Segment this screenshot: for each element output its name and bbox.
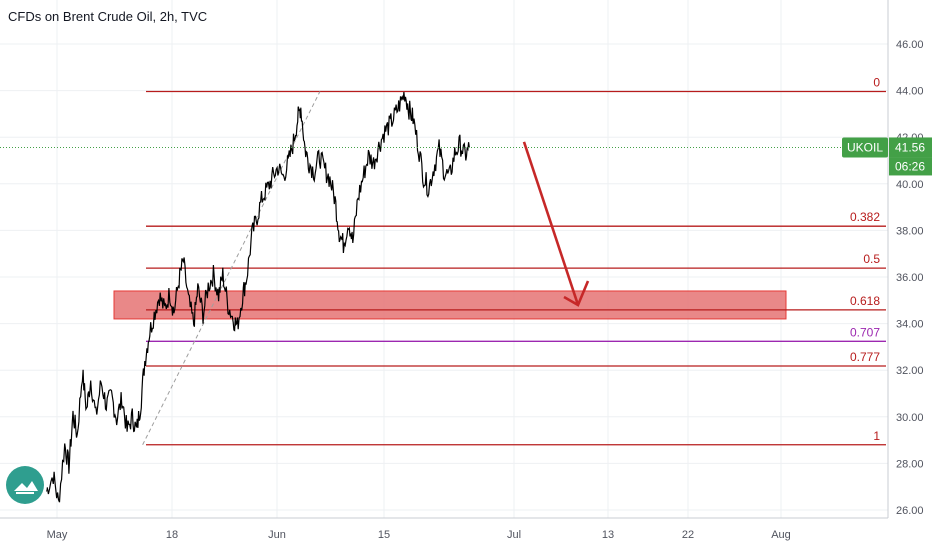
fib-level-label: 1 bbox=[873, 429, 880, 443]
support-zone-rect bbox=[113, 290, 787, 320]
last-price-bg bbox=[889, 137, 932, 158]
arrow-head bbox=[563, 280, 590, 307]
support-zone bbox=[113, 290, 787, 320]
time-tick-label: 22 bbox=[682, 529, 694, 541]
price-tick-label: 44.00 bbox=[896, 86, 924, 98]
price-tick-label: 36.00 bbox=[896, 272, 924, 284]
countdown-bg bbox=[889, 157, 932, 176]
price-tick-label: 26.00 bbox=[896, 505, 924, 517]
time-tick-label: 13 bbox=[602, 529, 614, 541]
price-line bbox=[45, 92, 470, 503]
price-tick-label: 46.00 bbox=[896, 39, 924, 51]
forecast-arrow-icon bbox=[522, 141, 590, 307]
time-tick-label: Jun bbox=[268, 529, 286, 541]
fib-level-label: 0.5 bbox=[863, 252, 880, 266]
symbol-label: UKOIL bbox=[847, 140, 883, 154]
time-axis[interactable]: May 18 Jun 15 Jul 13 22 Aug bbox=[0, 517, 888, 541]
fib-level-label: 0.777 bbox=[850, 350, 880, 364]
fib-level-label: 0 bbox=[873, 76, 880, 90]
price-tick-label: 34.00 bbox=[896, 319, 924, 331]
fib-level-label: 0.618 bbox=[850, 294, 880, 308]
time-tick-label: 15 bbox=[378, 529, 390, 541]
last-price-tag: UKOIL 41.56 06:26 bbox=[842, 137, 932, 176]
price-tick-label: 38.00 bbox=[896, 225, 924, 237]
fib-level-label: 0.382 bbox=[850, 210, 880, 224]
price-tick-label: 40.00 bbox=[896, 179, 924, 191]
price-axis[interactable]: 26.00 28.00 30.00 32.00 34.00 36.00 38.00 40.00… bbox=[887, 0, 924, 518]
fibonacci-levels: 0 0.382 0.5 0.618 0.707 0.777 1 bbox=[146, 76, 886, 446]
price-tick-label: 32.00 bbox=[896, 365, 924, 377]
price-series bbox=[0, 92, 888, 503]
last-price-label: 41.56 bbox=[895, 140, 925, 154]
price-tick-label: 30.00 bbox=[896, 412, 924, 424]
fib-level-label: 0.707 bbox=[850, 325, 880, 339]
time-tick-label: May bbox=[47, 529, 68, 541]
chart-title: CFDs on Brent Crude Oil, 2h, TVC bbox=[8, 9, 208, 24]
countdown-label: 06:26 bbox=[895, 159, 925, 173]
time-tick-label: Aug bbox=[771, 529, 791, 541]
symbol-tag-bg bbox=[842, 137, 888, 158]
chart-grid bbox=[0, 0, 888, 518]
time-tick-label: Jul bbox=[507, 529, 521, 541]
tradingview-logo-icon[interactable] bbox=[6, 466, 44, 504]
arrow-shaft bbox=[522, 141, 580, 306]
time-tick-label: 18 bbox=[166, 529, 178, 541]
price-tick-label: 28.00 bbox=[896, 458, 924, 470]
